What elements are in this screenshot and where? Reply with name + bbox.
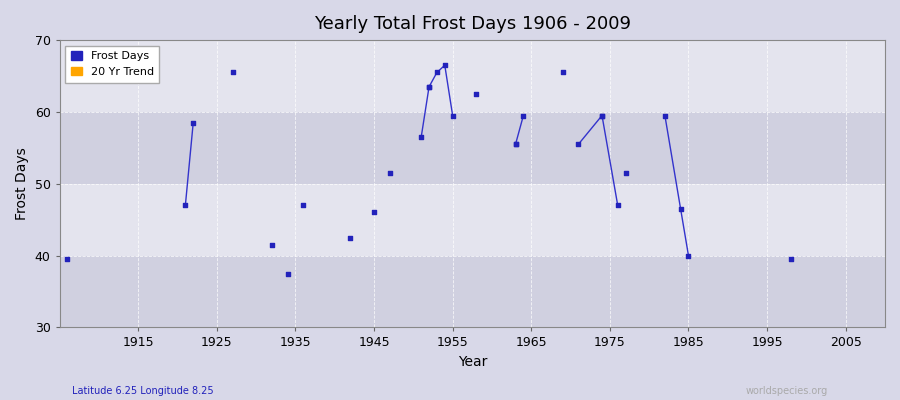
Point bbox=[572, 141, 586, 148]
Point bbox=[446, 112, 460, 119]
Legend: Frost Days, 20 Yr Trend: Frost Days, 20 Yr Trend bbox=[65, 46, 159, 82]
Point bbox=[618, 170, 633, 176]
Point bbox=[437, 62, 452, 68]
Point bbox=[469, 91, 483, 97]
X-axis label: Year: Year bbox=[457, 355, 487, 369]
Point bbox=[595, 112, 609, 119]
Point bbox=[281, 270, 295, 277]
Point bbox=[422, 84, 436, 90]
Point bbox=[178, 202, 193, 208]
Title: Yearly Total Frost Days 1906 - 2009: Yearly Total Frost Days 1906 - 2009 bbox=[314, 15, 631, 33]
Y-axis label: Frost Days: Frost Days bbox=[15, 147, 29, 220]
Point bbox=[658, 112, 672, 119]
Point bbox=[517, 112, 531, 119]
Point bbox=[343, 234, 357, 241]
Text: Latitude 6.25 Longitude 8.25: Latitude 6.25 Longitude 8.25 bbox=[72, 386, 213, 396]
Point bbox=[595, 112, 609, 119]
Point bbox=[422, 84, 436, 90]
Point bbox=[508, 141, 523, 148]
Point bbox=[414, 134, 428, 140]
Text: worldspecies.org: worldspecies.org bbox=[746, 386, 828, 396]
Point bbox=[225, 69, 239, 76]
Point bbox=[367, 209, 382, 216]
Bar bbox=[59, 256, 885, 328]
Point bbox=[296, 202, 310, 208]
Bar bbox=[59, 112, 885, 184]
Point bbox=[265, 242, 279, 248]
Point bbox=[681, 252, 696, 259]
Point bbox=[60, 256, 75, 262]
Point bbox=[555, 69, 570, 76]
Point bbox=[784, 256, 798, 262]
Point bbox=[429, 69, 444, 76]
Point bbox=[508, 141, 523, 148]
Point bbox=[673, 206, 688, 212]
Point bbox=[382, 170, 397, 176]
Point bbox=[610, 202, 625, 208]
Point bbox=[186, 120, 201, 126]
